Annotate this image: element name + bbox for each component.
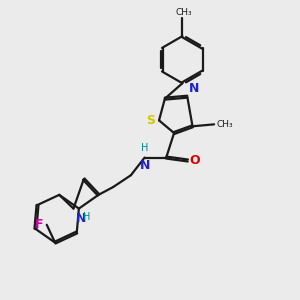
Text: H: H — [83, 212, 91, 221]
Text: H: H — [141, 142, 148, 153]
Text: S: S — [146, 114, 155, 127]
Text: CH₃: CH₃ — [175, 8, 192, 16]
Text: N: N — [75, 212, 86, 224]
Text: N: N — [189, 82, 200, 95]
Text: N: N — [140, 158, 150, 172]
Text: O: O — [190, 154, 200, 167]
Text: F: F — [35, 218, 44, 231]
Text: CH₃: CH₃ — [216, 120, 233, 129]
